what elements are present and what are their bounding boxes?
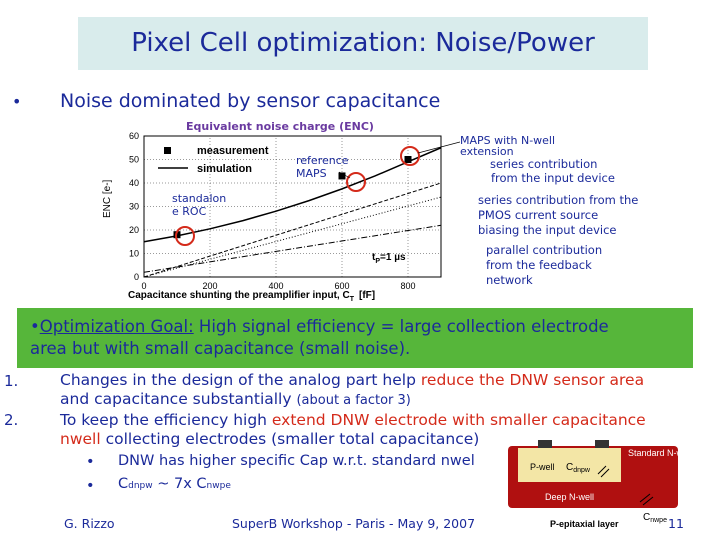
subitem-1: DNW has higher specific Cap w.r.t. stand… bbox=[118, 453, 475, 469]
x-tick-label-3: 600 bbox=[334, 281, 349, 291]
y-tick-label-0: 0 bbox=[134, 272, 139, 282]
footer-event: SuperB Workshop - Paris - May 9, 2007 bbox=[232, 516, 476, 531]
series-line-4 bbox=[143, 224, 442, 273]
subitem-bullet-2: • bbox=[86, 478, 95, 494]
label-reference-maps: reference MAPS bbox=[296, 154, 349, 180]
cap-nwpe-label: Cnwpe bbox=[643, 512, 667, 524]
dnw-diagram: P-well Cdnpw Standard N-well Deep N-well… bbox=[500, 432, 720, 540]
series-line-3 bbox=[143, 196, 442, 278]
cap-dnpw-label: Cdnpw bbox=[566, 462, 591, 474]
connector-reference bbox=[338, 171, 351, 179]
measurement-point-2 bbox=[404, 156, 412, 163]
callout-series-input: series contribution from the input devic… bbox=[490, 157, 615, 185]
footer-author: G. Rizzo bbox=[64, 516, 115, 531]
connector-maps bbox=[417, 141, 460, 154]
slide-title: Pixel Cell optimization: Noise/Power bbox=[131, 28, 595, 58]
goal-box bbox=[17, 308, 693, 368]
callout-series-pmos: series contribution from the PMOS curren… bbox=[478, 193, 639, 237]
measurement-point-1 bbox=[338, 172, 346, 180]
legend-marker-measurement bbox=[164, 147, 171, 154]
x-tick-label-1: 200 bbox=[202, 281, 217, 291]
y-tick-label-4: 40 bbox=[129, 178, 139, 188]
item-number-1: 1. bbox=[4, 372, 19, 390]
highlight-reference bbox=[346, 172, 366, 192]
pwell-region bbox=[518, 448, 573, 482]
callout-parallel: parallel contribution from the feedback … bbox=[486, 243, 603, 287]
deep-nwell-label: Deep N-well bbox=[545, 492, 594, 502]
y-axis-label: ENC [e-] bbox=[102, 179, 113, 218]
item-2: To keep the efficiency high extend DNW e… bbox=[60, 411, 646, 448]
x-tick-label-2: 400 bbox=[268, 281, 283, 291]
plot-title: Equivalent noise charge (ENC) bbox=[186, 120, 374, 133]
callout-maps-nwell: MAPS with N-well extension bbox=[460, 134, 556, 158]
y-tick-label-6: 60 bbox=[129, 131, 139, 141]
highlight-maps-nwell bbox=[400, 146, 420, 166]
y-tick-label-3: 30 bbox=[129, 202, 139, 212]
y-tick-label-2: 20 bbox=[129, 225, 139, 235]
epi-label: P-epitaxial layer bbox=[550, 519, 619, 529]
highlight-standalone bbox=[175, 226, 195, 246]
series-line-2 bbox=[143, 182, 442, 278]
legend-measurement: measurement bbox=[197, 145, 269, 157]
x-axis-label: Capacitance shunting the preamplifier in… bbox=[128, 290, 375, 303]
title-background bbox=[78, 17, 648, 70]
goal-text: •Optimization Goal: High signal efficien… bbox=[30, 317, 609, 358]
y-tick-label-5: 50 bbox=[129, 155, 139, 165]
legend-simulation: simulation bbox=[197, 163, 252, 175]
item-number-2: 2. bbox=[4, 411, 19, 429]
x-tick-label-0: 0 bbox=[141, 281, 146, 291]
label-standalone-roc: standalon e ROC bbox=[172, 192, 226, 218]
tp-annotation: tP=1 µs bbox=[372, 252, 406, 265]
std-nwell-label: Standard N-well bbox=[628, 448, 692, 458]
pwell-label: P-well bbox=[530, 462, 555, 472]
x-tick-label-4: 800 bbox=[400, 281, 415, 291]
page-number: 11 bbox=[668, 516, 684, 531]
item-1: Changes in the design of the analog part… bbox=[60, 371, 645, 408]
y-tick-label-1: 10 bbox=[129, 249, 139, 259]
subitem-2: Cdnpw ~ 7x Cnwpe bbox=[118, 476, 231, 492]
subitem-bullet-1: • bbox=[86, 454, 95, 470]
bullet-icon: • bbox=[12, 92, 22, 111]
subtitle: Noise dominated by sensor capacitance bbox=[60, 90, 441, 112]
